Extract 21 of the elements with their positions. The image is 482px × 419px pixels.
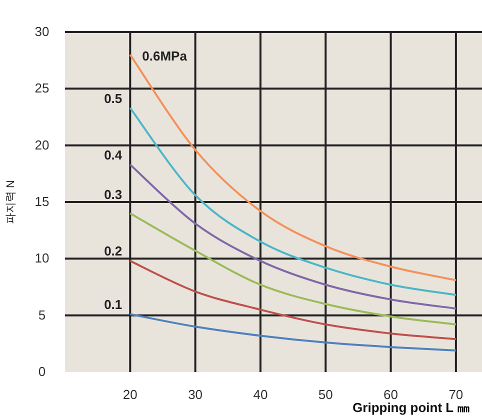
y-tick-label: 5 [38, 307, 46, 322]
series-label: 0.1 [104, 297, 122, 312]
x-tick-label: 20 [122, 387, 138, 402]
x-axis-title: Gripping point L ㎜ [352, 400, 470, 415]
x-tick-label: 50 [318, 387, 333, 402]
series-label: 0.5 [104, 90, 122, 106]
x-tick-label: 60 [384, 387, 398, 402]
x-tick-label: 40 [253, 387, 268, 402]
x-tick-label: 30 [188, 387, 203, 402]
y-tick-label: 10 [34, 250, 50, 266]
y-tick-label: 20 [34, 137, 50, 152]
series-label: 0.2 [104, 244, 122, 259]
series-label: 0.4 [104, 148, 123, 163]
series-label: 0.6MPa [142, 48, 188, 64]
x-tick-label: 70 [448, 387, 464, 402]
y-tick-label: 0 [38, 364, 46, 379]
y-tick-label: 30 [34, 24, 50, 39]
y-tick-label: 15 [34, 194, 50, 209]
series-label: 0.3 [104, 187, 122, 202]
y-tick-label: 25 [34, 80, 50, 96]
y-axis-title: 파지력 N [5, 180, 17, 224]
